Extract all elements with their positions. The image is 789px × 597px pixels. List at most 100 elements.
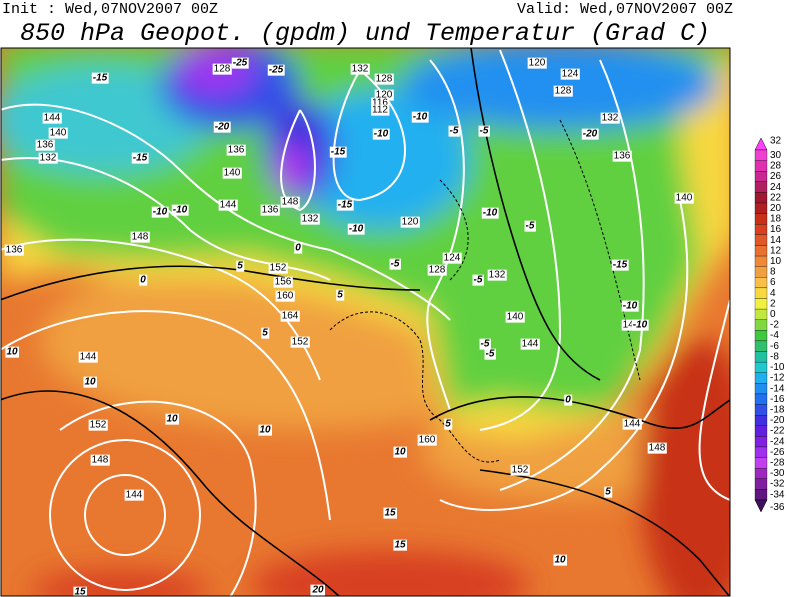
colorbar-arrow: [754, 499, 768, 513]
colorbar-label: 26: [770, 171, 782, 182]
colorbar-label: 22: [770, 192, 782, 203]
label-box: [280, 196, 300, 208]
colorbar-label: -16: [770, 394, 785, 405]
temperature-label: 15: [74, 587, 86, 597]
label-box: [442, 252, 462, 264]
height-label: 148: [132, 232, 149, 243]
temperature-label: -10: [173, 205, 188, 216]
label-box: [171, 204, 189, 216]
colorbar-label: -32: [770, 479, 785, 490]
colorbar-swatch: [754, 255, 768, 267]
label-box: [90, 454, 110, 466]
label-box: [275, 290, 295, 302]
label-box: [131, 152, 149, 164]
label-box: [300, 213, 320, 225]
temperature-label: -20: [583, 129, 598, 140]
label-box: [484, 348, 496, 360]
label-box: [374, 73, 394, 85]
colorbar-swatch: [754, 340, 768, 352]
label-box: [267, 64, 285, 76]
label-box: [411, 111, 429, 123]
colorbar-swatch: [754, 404, 768, 416]
colorbar-label: 0: [770, 309, 776, 320]
temperature-label: -10: [374, 129, 389, 140]
colorbar-label: 10: [770, 256, 782, 267]
label-box: [231, 57, 249, 69]
height-label: 132: [302, 214, 319, 225]
label-box: [5, 346, 19, 358]
label-box: [371, 97, 390, 109]
temperature-label: 10: [394, 447, 406, 458]
height-label: 144: [44, 113, 61, 124]
temperature-label: -10: [483, 208, 498, 219]
colorbar-label: -12: [770, 373, 785, 384]
colorbar-label: 28: [770, 161, 782, 172]
height-label: 148: [282, 197, 299, 208]
colorbar-label: 4: [770, 288, 776, 299]
colorbar-label: 6: [770, 277, 776, 288]
colorbar-swatch: [754, 192, 768, 204]
height-label: 152: [292, 337, 309, 348]
label-box: [222, 167, 242, 179]
height-label: 124: [562, 69, 579, 80]
colorbar-arrow: [754, 137, 768, 151]
label-box: [212, 63, 232, 75]
colorbar-swatch: [754, 383, 768, 395]
colorbar-label: -14: [770, 383, 785, 394]
label-box: [280, 310, 300, 322]
height-label: 128: [214, 64, 231, 75]
label-box: [621, 300, 639, 312]
temperature-label: 15: [394, 540, 406, 551]
label-box: [91, 72, 109, 84]
temperature-label: -5: [450, 126, 459, 137]
temperature-label: -15: [93, 73, 108, 84]
label-box: [393, 446, 407, 458]
height-label: 144: [220, 200, 237, 211]
height-label: 140: [676, 193, 693, 204]
colorbar-label: -10: [770, 362, 785, 373]
colorbar-swatch: [754, 224, 768, 235]
label-box: [130, 231, 150, 243]
height-label: 136: [614, 151, 631, 162]
label-box: [88, 419, 108, 431]
height-label: 144: [80, 352, 97, 363]
label-box: [226, 144, 246, 156]
temperature-label: -10: [623, 301, 638, 312]
temperature-label: 10: [166, 414, 178, 425]
temperature-label: 5: [337, 290, 343, 301]
label-box: [444, 418, 453, 430]
colorbar-label: -18: [770, 404, 785, 415]
label-box: [374, 89, 394, 101]
label-box: [612, 150, 632, 162]
label-box: [372, 128, 390, 140]
colorbar-label: 2: [770, 298, 776, 309]
temperature-label: 10: [84, 377, 96, 388]
colorbar-swatch: [754, 160, 768, 172]
map-title: 850 hPa Geopot. (gpdm) und Temperatur (G…: [20, 19, 710, 48]
label-box: [336, 289, 345, 301]
colorbar-label: 14: [770, 235, 782, 246]
height-label: 112: [372, 105, 388, 116]
init-time: Init : Wed,07NOV2007 00Z: [2, 1, 218, 18]
colorbar-swatch: [754, 436, 768, 448]
label-box: [472, 274, 484, 286]
temperature-label: 15: [384, 508, 396, 519]
temperature-label: -15: [331, 147, 346, 158]
height-label: 128: [376, 74, 393, 85]
height-label: 144: [624, 419, 641, 430]
colorbar-swatch: [754, 202, 768, 214]
label-box: [400, 216, 420, 228]
height-label: 132: [602, 113, 619, 124]
label-box: [479, 338, 491, 350]
label-box: [611, 259, 629, 271]
height-label: 132: [489, 270, 506, 281]
label-box: [505, 311, 525, 323]
label-box: [165, 413, 179, 425]
colorbar-swatch: [754, 287, 768, 299]
colorbar-swatch: [754, 361, 768, 373]
temperature-label: 0: [295, 243, 301, 254]
colorbar-label: -22: [770, 426, 785, 437]
temperature-label: -10: [633, 320, 648, 331]
temperature-label: -25: [269, 65, 284, 76]
label-box: [371, 104, 390, 116]
